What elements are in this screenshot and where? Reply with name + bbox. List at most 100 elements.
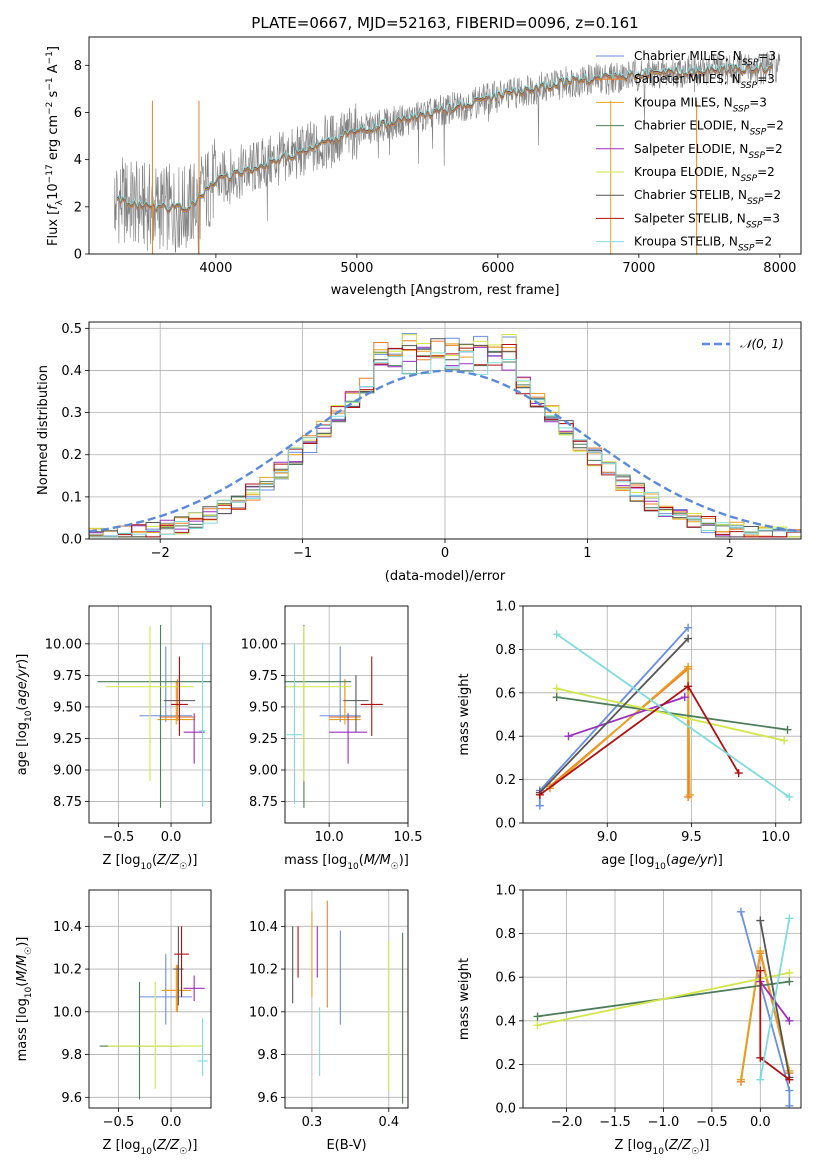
y-axis-label-part: 10 bbox=[24, 710, 34, 722]
legend-sub: SSP bbox=[742, 58, 759, 68]
x-tick-label: 2 bbox=[726, 546, 734, 561]
x-tick-label: 0 bbox=[441, 546, 449, 561]
weight-line-kroupa_stelib bbox=[556, 633, 790, 798]
weight-marker-chabrier_miles bbox=[535, 801, 544, 810]
y-tick-label: 8.75 bbox=[53, 795, 82, 810]
x-tick-label: 0.4 bbox=[378, 1115, 399, 1130]
y-tick-label: 0.0 bbox=[495, 1102, 516, 1117]
legend-sub: SSP bbox=[741, 81, 758, 91]
y-tick-label: 9.75 bbox=[53, 669, 82, 684]
plot-area-z-weight bbox=[523, 890, 801, 1108]
x-axis-label-part: )] bbox=[699, 1138, 709, 1153]
y-axis-label-part: s bbox=[46, 90, 61, 101]
x-axis-label: Z [log10(Z/Z☉)] bbox=[103, 853, 198, 872]
axes-frame bbox=[284, 605, 409, 824]
y-tick-label: 0.0 bbox=[495, 817, 516, 832]
y-tick-label: 10.4 bbox=[53, 920, 82, 935]
weight-marker-salpeter_stelib bbox=[684, 682, 693, 691]
y-tick-label: 9.6 bbox=[257, 1091, 278, 1106]
y-axis-label-part: −1 bbox=[45, 51, 55, 64]
weight-marker-salpeter_stelib bbox=[756, 966, 765, 975]
x-axis-label-part: log bbox=[121, 1138, 141, 1153]
x-axis-label-part: Z [ bbox=[103, 1138, 121, 1153]
y-axis-label-part: −1 bbox=[45, 77, 55, 90]
y-tick-label: 9.25 bbox=[249, 732, 278, 747]
x-axis-label-part: 10 bbox=[140, 1147, 152, 1157]
legend-sub: SSP bbox=[733, 104, 750, 114]
legend-sub: SSP bbox=[748, 151, 765, 161]
x-axis-label-part: mass [ bbox=[284, 853, 327, 868]
legend-entry: Salpeter MILES, NSSP=3 bbox=[634, 72, 775, 91]
x-tick-label: 5000 bbox=[340, 261, 373, 276]
chart-title: PLATE=0667, MJD=52163, FIBERID=0096, z=0… bbox=[251, 14, 638, 32]
x-tick-label: 0.3 bbox=[302, 1115, 323, 1130]
weight-marker-kroupa_miles bbox=[685, 790, 694, 799]
x-tick-label: 0.0 bbox=[161, 1115, 182, 1130]
weight-marker-kroupa_stelib bbox=[785, 792, 794, 801]
y-tick-label: 9.8 bbox=[61, 1048, 82, 1063]
y-axis-label: mass [log10(M/M☉)] bbox=[15, 937, 34, 1062]
x-axis-label-part: log bbox=[121, 853, 141, 868]
plot-area-mass-age bbox=[285, 606, 408, 823]
x-axis-label-part: )] bbox=[399, 853, 409, 868]
y-tick-label: 10.0 bbox=[53, 1005, 82, 1020]
weight-marker-chabrier_elodie bbox=[533, 1012, 542, 1021]
x-axis-label-part: )] bbox=[187, 1138, 197, 1153]
weight-marker-salpeter_elodie bbox=[564, 732, 573, 741]
plot-area-spectrum bbox=[114, 51, 781, 254]
legend-sub: SSP bbox=[747, 197, 764, 207]
x-axis-label-part: ( bbox=[152, 853, 157, 868]
weight-marker-chabrier_miles bbox=[785, 1086, 794, 1095]
axes-z-mass: −0.5 0.09.69.810.010.210.4Z [log10(Z/Z☉)]… bbox=[15, 889, 212, 1157]
x-tick-label: −1.0 bbox=[648, 1115, 680, 1130]
x-axis-label-part: ( bbox=[152, 1138, 157, 1153]
legend-label: Kroupa MILES, N bbox=[634, 95, 733, 109]
x-tick-label: 0.0 bbox=[161, 830, 182, 845]
x-axis-label: E(B-V) bbox=[326, 1138, 366, 1153]
axes-frame bbox=[88, 605, 212, 824]
y-tick-label: 0.6 bbox=[495, 686, 516, 701]
axes-spectrum: 4000 5000 6000 7000 8000 0 2 4 6 8 PLATE=0667, MJD… bbox=[45, 14, 802, 298]
legend-label: Salpeter MILES, N bbox=[634, 72, 741, 86]
x-tick-label: 10.5 bbox=[394, 830, 423, 845]
y-tick-label: 1.0 bbox=[495, 884, 516, 899]
x-axis-label: Z [log10(Z/Z☉)] bbox=[103, 1138, 198, 1157]
x-axis-label-part: log bbox=[327, 853, 347, 868]
y-tick-label: 9.00 bbox=[249, 764, 278, 779]
x-axis-label-part: ( bbox=[359, 853, 364, 868]
y-axis-label-part: 10 bbox=[46, 183, 61, 200]
y-tick-label: 0.2 bbox=[495, 1058, 516, 1073]
y-tick-label: 9.25 bbox=[53, 732, 82, 747]
axes-mass-age: 10.0 10.5 8.75 9.00 9.25 9.50 9.75 10.00 mass [l… bbox=[241, 605, 423, 872]
y-tick-label: 9.00 bbox=[53, 764, 82, 779]
y-axis-label: mass weight bbox=[457, 673, 472, 755]
weight-marker-chabrier_miles bbox=[785, 1101, 794, 1108]
x-axis-label-part: ( bbox=[664, 1138, 669, 1153]
histogram-kroupa_stelib bbox=[89, 351, 801, 538]
y-axis-label: Flux [fλ10−17 erg cm−2 s−1 A−1] bbox=[45, 46, 65, 246]
legend-nssp: =3 bbox=[758, 49, 776, 63]
y-tick-label: 0.6 bbox=[495, 971, 516, 986]
plot-area-ebv bbox=[285, 890, 408, 1108]
x-axis-label-part: age/yr bbox=[671, 853, 714, 868]
axes-frame bbox=[88, 889, 212, 1109]
legend-label: Salpeter ELODIE, N bbox=[634, 142, 748, 156]
x-axis-label-part: age [ bbox=[601, 853, 634, 868]
axes-ebv: 0.3 0.4 9.6 9.8 10.0 10.2 10.4 E(B-V) bbox=[249, 889, 409, 1153]
legend-label: Chabrier STELIB, N bbox=[634, 188, 747, 202]
y-axis-label-part: erg cm bbox=[46, 115, 61, 164]
x-axis-label: wavelength [Angstrom, rest frame] bbox=[331, 283, 560, 298]
weight-marker-salpeter_stelib bbox=[535, 790, 544, 799]
legend-entry: Kroupa STELIB, NSSP=2 bbox=[634, 235, 772, 254]
y-tick-label: 10.00 bbox=[45, 637, 82, 652]
weight-marker-chabrier_miles bbox=[736, 907, 745, 916]
y-axis-label-part: M/M bbox=[15, 955, 30, 982]
x-axis-label-part: Z/Z bbox=[156, 853, 180, 868]
legend-sub: SSP bbox=[741, 174, 758, 184]
legend-nssp: =2 bbox=[754, 235, 772, 249]
legend-entry: Chabrier MILES, NSSP=3 bbox=[634, 49, 776, 68]
axes-frame bbox=[284, 889, 409, 1109]
y-tick-label: 0.5 bbox=[61, 322, 82, 337]
axes-frame bbox=[522, 889, 802, 1109]
